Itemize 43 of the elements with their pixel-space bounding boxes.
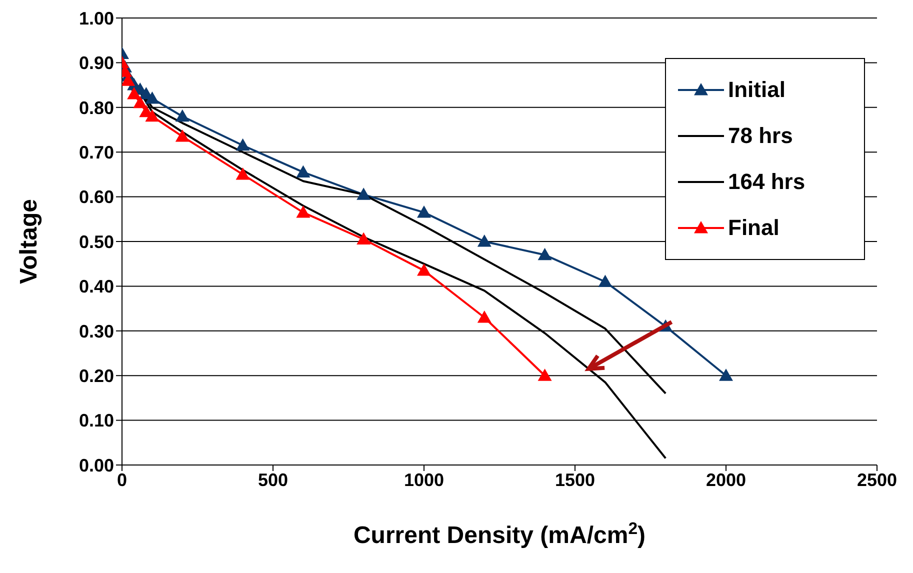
y-tick-label: 0.30 [78,321,114,342]
point [236,138,250,151]
point [296,205,310,218]
y-tick-label: 0.90 [78,53,114,74]
point [133,96,148,108]
point [127,86,142,100]
x-tick-label: 1000 [404,470,444,490]
y-tick-label: 0.20 [78,366,114,386]
y-tick-label: 0.70 [78,142,114,162]
point [477,310,492,323]
x-axis-title: Current Density (mA/cm$^{2}$) [353,518,646,549]
y-tick-label: 0.10 [78,410,114,431]
point [719,368,733,381]
x-tick-label: 500 [258,470,288,490]
x-tick-label: 1500 [554,470,596,490]
point [296,165,310,178]
point [477,234,492,247]
legend-label: Final [728,215,780,241]
x-tick-label: 2000 [706,470,746,490]
legend-label: 164 hrs [728,169,806,195]
point [145,109,160,122]
point [538,248,552,260]
y-tick-label: 1.00 [78,8,114,28]
point [236,167,250,180]
point [356,188,371,200]
point [175,109,190,122]
y-axis-title: Voltage [16,199,43,284]
x-tick-label: 2500 [856,470,898,490]
legend-label: Initial [728,77,786,103]
point [356,232,371,245]
point [417,264,431,276]
y-tick-label: 0.60 [78,187,114,208]
x-tick-label: 0 [116,470,128,490]
point [175,129,190,142]
point [145,91,160,104]
point [538,368,552,381]
point [417,205,431,218]
y-tick-label: 0.40 [78,276,114,297]
legend-label: 78 hrs [728,123,793,149]
point [598,274,612,287]
y-tick-label: 0.00 [78,455,114,476]
y-tick-label: 0.80 [78,98,114,118]
y-tick-label: 0.50 [78,232,114,252]
